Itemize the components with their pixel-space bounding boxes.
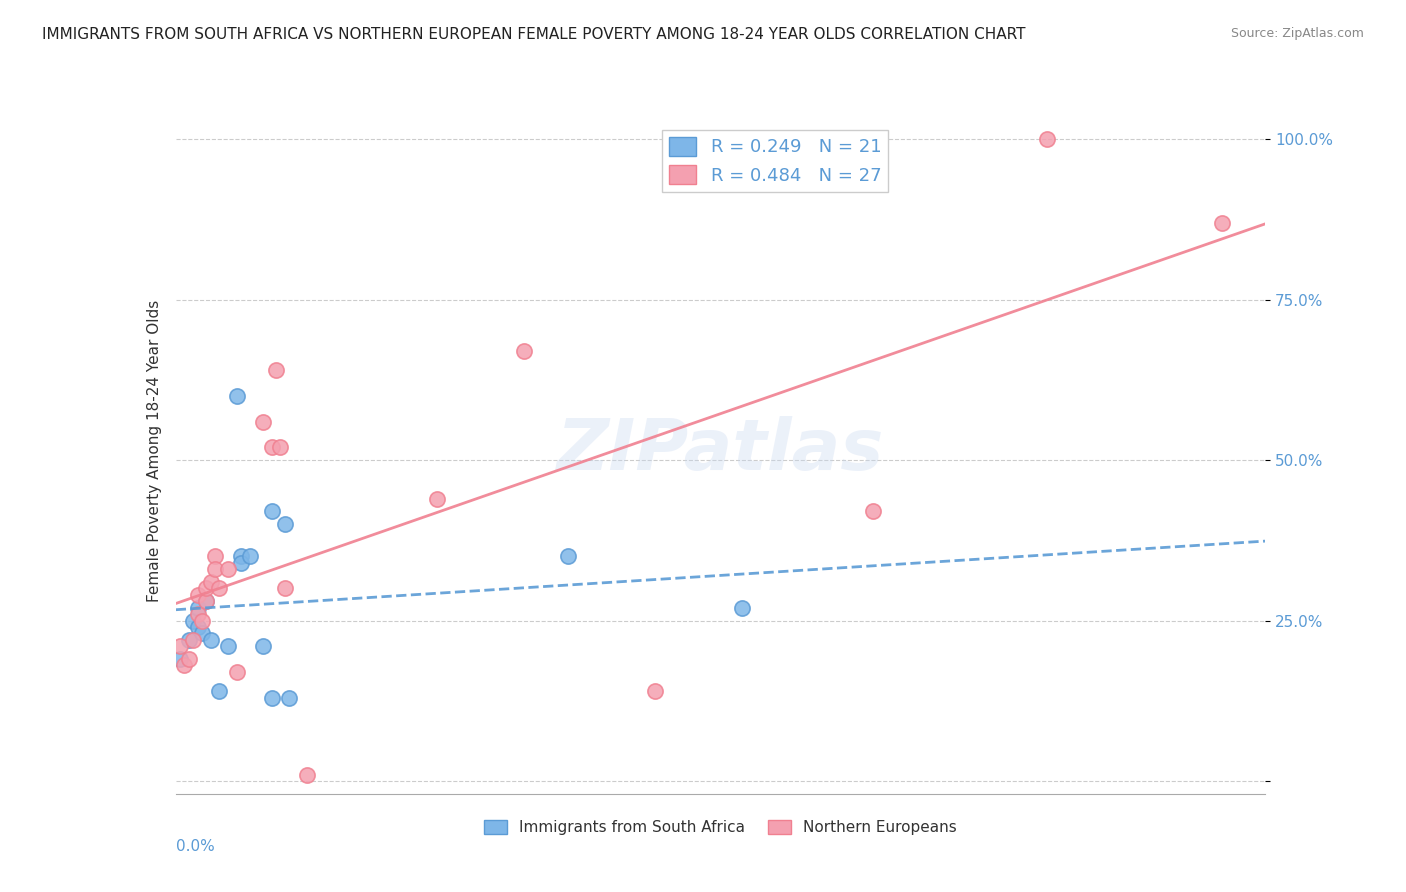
Point: [186, 607, 209, 622]
Point: [200, 575, 222, 590]
Text: Source: ZipAtlas.com: Source: ZipAtlas.com: [1230, 27, 1364, 40]
Point: [252, 415, 274, 429]
Point: [260, 690, 283, 705]
Legend: Immigrants from South Africa, Northern Europeans: Immigrants from South Africa, Northern E…: [478, 814, 963, 841]
Point: [186, 600, 209, 615]
Point: [217, 562, 239, 576]
Point: [557, 549, 579, 564]
Point: [191, 626, 214, 640]
Point: [295, 767, 318, 781]
Point: [217, 639, 239, 653]
Point: [181, 614, 204, 628]
Point: [181, 632, 204, 647]
Point: [231, 556, 253, 570]
Point: [1036, 132, 1059, 146]
Point: [731, 600, 754, 615]
Point: [260, 504, 283, 518]
Point: [260, 440, 283, 454]
Point: [204, 562, 226, 576]
Point: [169, 652, 191, 666]
Point: [274, 582, 297, 596]
Point: [169, 639, 191, 653]
Point: [278, 690, 301, 705]
Point: [177, 632, 200, 647]
Point: [195, 594, 218, 608]
Text: 0.0%: 0.0%: [176, 838, 215, 854]
Point: [191, 614, 214, 628]
Point: [264, 363, 287, 377]
Point: [862, 504, 884, 518]
Point: [208, 684, 231, 698]
Point: [195, 582, 218, 596]
Point: [186, 588, 209, 602]
Y-axis label: Female Poverty Among 18-24 Year Olds: Female Poverty Among 18-24 Year Olds: [146, 300, 162, 601]
Point: [195, 594, 218, 608]
Point: [239, 549, 262, 564]
Point: [225, 389, 247, 403]
Point: [186, 620, 209, 634]
Point: [204, 549, 226, 564]
Point: [644, 684, 666, 698]
Point: [200, 632, 222, 647]
Point: [208, 582, 231, 596]
Point: [426, 491, 449, 506]
Point: [173, 658, 195, 673]
Point: [225, 665, 247, 679]
Point: [231, 549, 253, 564]
Point: [274, 517, 297, 532]
Point: [177, 652, 200, 666]
Point: [1211, 216, 1233, 230]
Point: [513, 343, 536, 358]
Text: ZIPatlas: ZIPatlas: [557, 416, 884, 485]
Point: [252, 639, 274, 653]
Text: IMMIGRANTS FROM SOUTH AFRICA VS NORTHERN EUROPEAN FEMALE POVERTY AMONG 18-24 YEA: IMMIGRANTS FROM SOUTH AFRICA VS NORTHERN…: [42, 27, 1026, 42]
Point: [269, 440, 291, 454]
